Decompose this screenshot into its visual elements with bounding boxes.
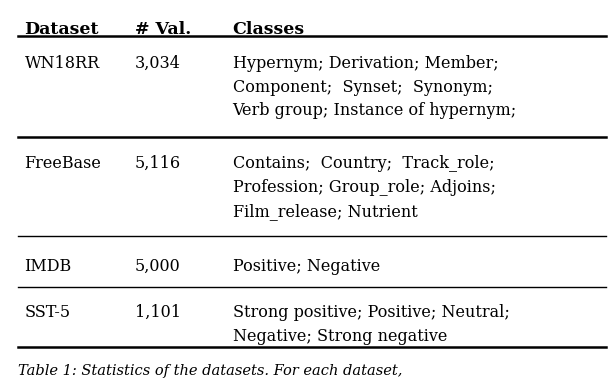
Text: Negative; Strong negative: Negative; Strong negative xyxy=(233,328,447,345)
Text: Classes: Classes xyxy=(233,21,305,38)
Text: 5,000: 5,000 xyxy=(135,258,181,275)
Text: FreeBase: FreeBase xyxy=(24,155,102,172)
Text: SST-5: SST-5 xyxy=(24,304,70,321)
Text: WN18RR: WN18RR xyxy=(24,55,100,72)
Text: Profession; Group_role; Adjoins;: Profession; Group_role; Adjoins; xyxy=(233,179,496,196)
Text: Contains;  Country;  Track_role;: Contains; Country; Track_role; xyxy=(233,155,494,172)
Text: IMDB: IMDB xyxy=(24,258,72,275)
Text: Verb group; Instance of hypernym;: Verb group; Instance of hypernym; xyxy=(233,102,517,119)
Text: Table 1: Statistics of the datasets. For each dataset,: Table 1: Statistics of the datasets. For… xyxy=(18,364,403,378)
Text: Positive; Negative: Positive; Negative xyxy=(233,258,380,275)
Text: 5,116: 5,116 xyxy=(135,155,181,172)
Text: # Val.: # Val. xyxy=(135,21,191,38)
Text: Component;  Synset;  Synonym;: Component; Synset; Synonym; xyxy=(233,79,493,96)
Text: Film_release; Nutrient: Film_release; Nutrient xyxy=(233,203,417,220)
Text: Strong positive; Positive; Neutral;: Strong positive; Positive; Neutral; xyxy=(233,304,509,321)
Text: Dataset: Dataset xyxy=(24,21,99,38)
Text: 1,101: 1,101 xyxy=(135,304,181,321)
Text: Hypernym; Derivation; Member;: Hypernym; Derivation; Member; xyxy=(233,55,498,72)
Text: 3,034: 3,034 xyxy=(135,55,181,72)
